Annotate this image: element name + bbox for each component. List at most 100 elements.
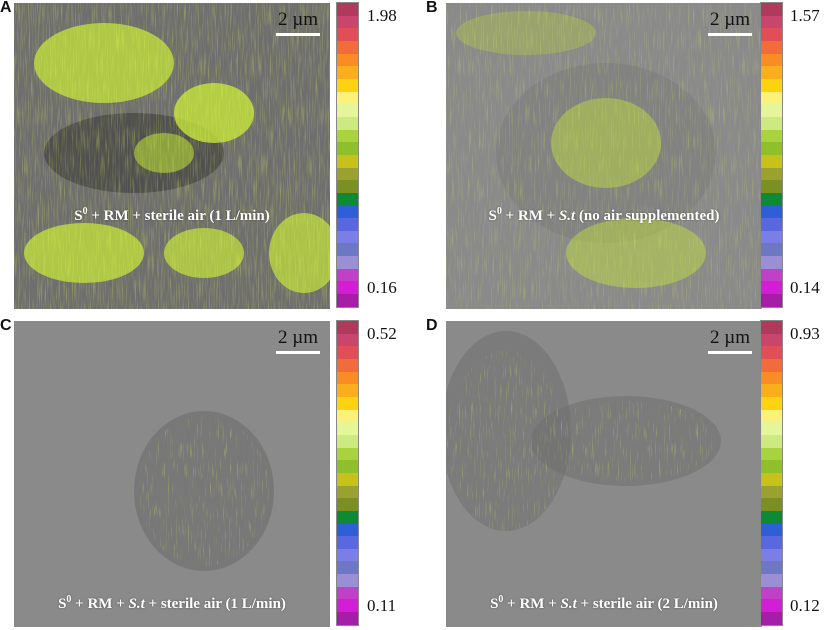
colorbar-segment: [337, 460, 358, 473]
colorbar-segment: [761, 192, 782, 206]
colorbar-min-label: 0.14: [790, 278, 820, 297]
scale-bar: 2 µm: [708, 9, 752, 36]
colorbar-segment: [761, 536, 782, 549]
colorbar-segment: [337, 66, 358, 79]
afm-image: 2 µm S0 + RM + sterile air (1 L/min): [14, 3, 330, 309]
colorbar-segment: [761, 116, 782, 130]
panel-b: B 2 µm S0 + RM + S.t (no air supplemente…: [426, 0, 826, 309]
colorbar-segment: [337, 346, 358, 359]
colorbar-segment: [337, 91, 358, 105]
colorbar-segment: [337, 28, 358, 41]
colorbar-segment: [337, 333, 358, 347]
colorbar-segment: [761, 294, 782, 307]
colorbar-segment: [337, 230, 358, 244]
panel-caption: S0 + RM + S.t + sterile air (2 L/min): [490, 594, 718, 612]
colorbar-segment: [337, 281, 358, 295]
colorbar-segment: [337, 104, 358, 117]
colorbar-max-label: 0.52: [367, 324, 397, 343]
colorbar-segment: [337, 358, 358, 372]
colorbar-segment: [337, 53, 358, 67]
scale-bar-line: [708, 33, 752, 36]
colorbar-segment: [337, 586, 358, 600]
panel-letter: D: [426, 317, 438, 334]
colorbar-segment: [337, 129, 358, 143]
colorbar-segment: [761, 485, 782, 499]
colorbar-segment: [761, 281, 782, 295]
colorbar-segment: [337, 523, 358, 537]
colorbar-segment: [761, 422, 782, 435]
scale-bar: 2 µm: [276, 9, 320, 36]
colorbar-segment: [337, 154, 358, 168]
colorbar-segment: [337, 3, 358, 16]
scale-bar-label: 2 µm: [710, 327, 750, 348]
colorbar-segment: [761, 574, 782, 587]
colorbar-max-label: 0.93: [790, 324, 820, 343]
colorbar-segment: [337, 510, 358, 524]
colorbar-segment: [337, 192, 358, 206]
colorbar-segment: [337, 472, 358, 486]
colorbar-segment: [761, 104, 782, 117]
colorbar-segment: [761, 548, 782, 562]
colorbar-segment: [337, 218, 358, 231]
colorbar-segment: [761, 434, 782, 448]
colorbar-min-label: 0.12: [790, 596, 820, 615]
panel-a: A 2 µm S0 + RM + sterile air (1 L/min) 1…: [0, 0, 400, 309]
colorbar-segment: [337, 561, 358, 575]
colorbar-segment: [337, 422, 358, 435]
colorbar-segment: [337, 485, 358, 499]
colorbar-segment: [761, 167, 782, 181]
panel-letter: B: [426, 0, 438, 16]
colorbar-segment: [337, 142, 358, 155]
colorbar-segment: [337, 294, 358, 307]
scale-bar-line: [708, 351, 752, 354]
scale-bar-label: 2 µm: [278, 9, 318, 30]
colorbar-segment: [337, 15, 358, 29]
colorbar: [336, 2, 359, 308]
colorbar-segment: [337, 167, 358, 181]
colorbar-segment: [761, 66, 782, 79]
colorbar-segment: [761, 53, 782, 67]
colorbar-segment: [337, 434, 358, 448]
colorbar-segment: [761, 599, 782, 613]
colorbar-segment: [337, 447, 358, 461]
panel-caption: S0 + RM + S.t (no air supplemented): [488, 206, 720, 224]
colorbar-min-label: 0.11: [367, 596, 397, 615]
panel-letter: C: [0, 317, 12, 334]
afm-image: 2 µm S0 + RM + S.t + sterile air (2 L/mi…: [446, 321, 762, 627]
colorbar-segment: [761, 510, 782, 524]
colorbar-segment: [761, 218, 782, 231]
colorbar-segment: [337, 612, 358, 625]
colorbar-segment: [337, 40, 358, 54]
scale-bar-line: [276, 351, 320, 354]
colorbar: [336, 320, 359, 626]
colorbar-segment: [337, 396, 358, 410]
colorbar-segment: [761, 371, 782, 385]
colorbar-max-label: 1.98: [367, 6, 397, 25]
colorbar-segment: [761, 129, 782, 143]
colorbar-segment: [337, 599, 358, 613]
colorbar-segment: [337, 548, 358, 562]
colorbar-segment: [761, 243, 782, 257]
colorbar-segment: [761, 321, 782, 334]
colorbar-segment: [761, 346, 782, 359]
panel-d: D 2 µm S0 + RM + S.t + sterile air (2 L/…: [426, 317, 826, 627]
colorbar-segment: [337, 268, 358, 282]
colorbar-segment: [761, 586, 782, 600]
scale-bar: 2 µm: [276, 327, 320, 354]
colorbar-segment: [337, 256, 358, 269]
colorbar-segment: [761, 40, 782, 54]
colorbar-segment: [337, 384, 358, 397]
afm-image: 2 µm S0 + RM + S.t (no air supplemented): [446, 3, 762, 309]
colorbar-segment: [337, 180, 358, 193]
colorbar-segment: [761, 472, 782, 486]
colorbar: [760, 320, 783, 626]
colorbar-max-label: 1.57: [790, 6, 820, 25]
colorbar-segment: [337, 205, 358, 219]
colorbar-segment: [761, 384, 782, 397]
colorbar-segment: [761, 180, 782, 193]
scale-bar-label: 2 µm: [278, 327, 318, 348]
colorbar-segment: [761, 78, 782, 92]
afm-image: 2 µm S0 + RM + S.t + sterile air (1 L/mi…: [14, 321, 330, 627]
colorbar-segment: [337, 371, 358, 385]
colorbar-segment: [761, 28, 782, 41]
